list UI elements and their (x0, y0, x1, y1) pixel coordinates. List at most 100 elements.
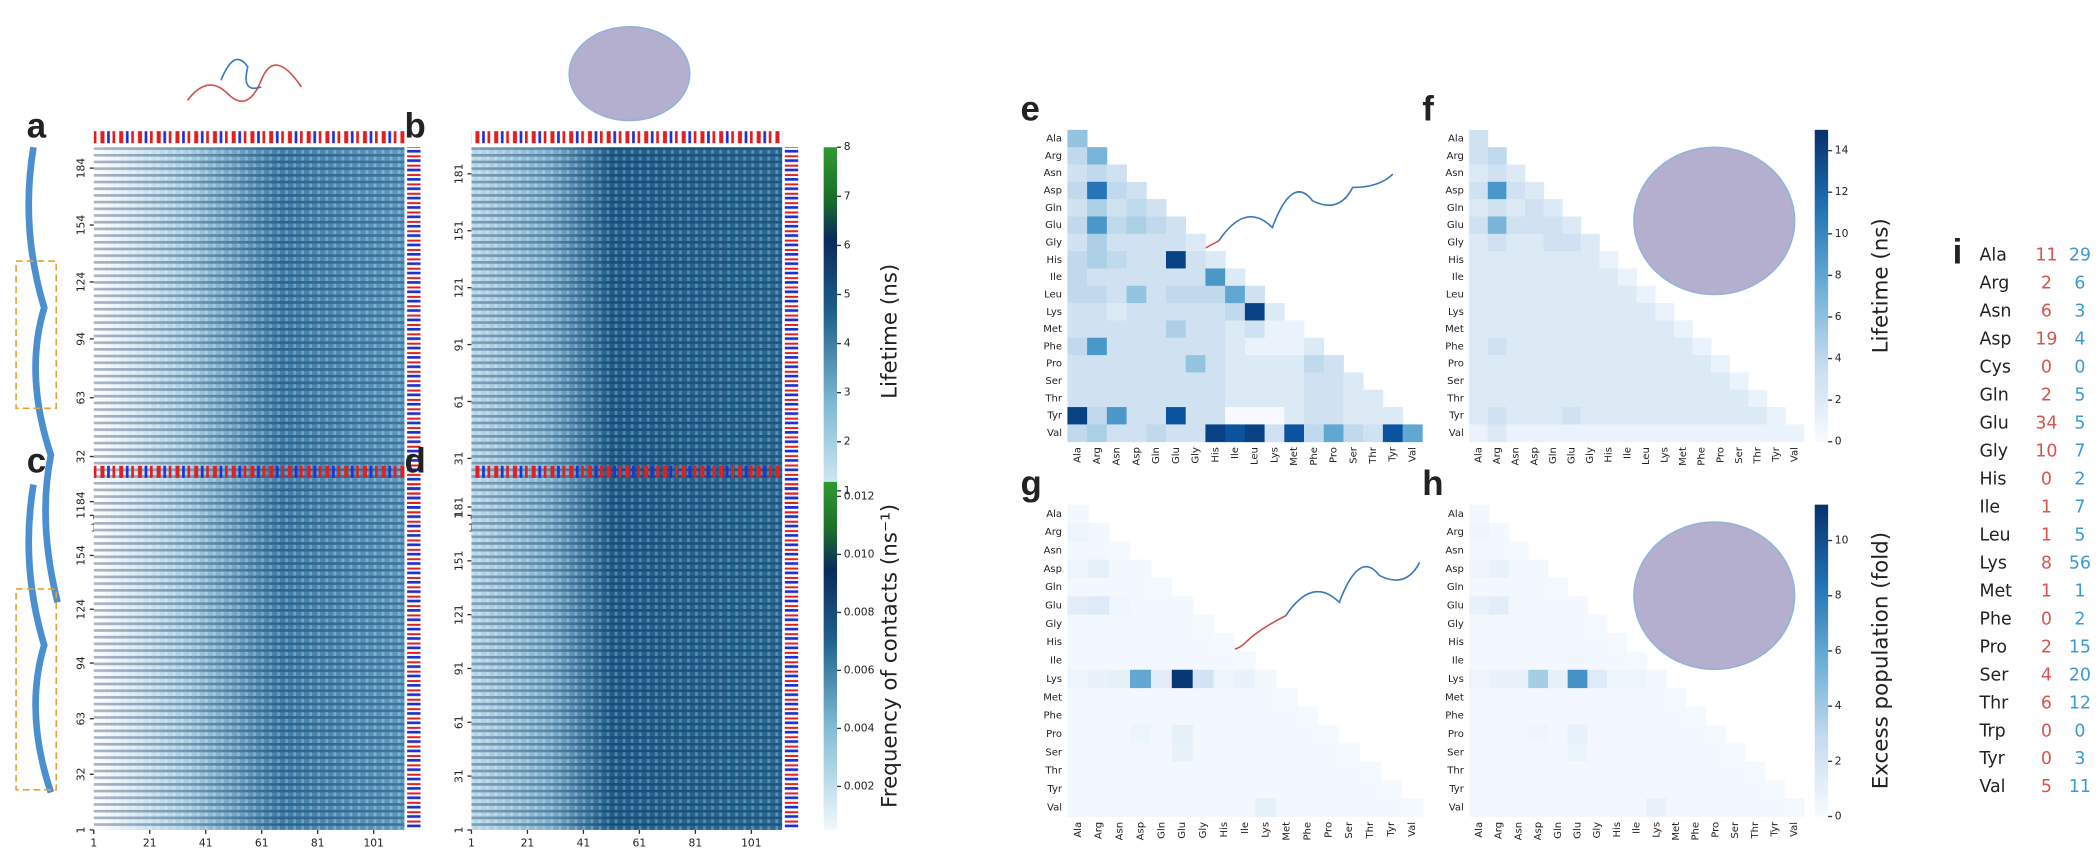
heatmap-cell (1130, 559, 1152, 579)
heatmap-cell (1487, 285, 1507, 304)
column-label: Asn (1513, 822, 1524, 840)
heatmap-cell (1087, 372, 1108, 391)
heatmap-cell (1067, 337, 1088, 356)
colorbar-tick-label: 14 (1835, 144, 1849, 157)
heatmap-cell (1234, 779, 1256, 799)
heatmap-cell (1067, 614, 1089, 634)
row-label: Leu (1446, 289, 1464, 300)
heatmap-cell (1488, 798, 1509, 817)
y-tick-label: 154 (75, 545, 88, 566)
heatmap-cell (1528, 706, 1549, 726)
heatmap-cell (1304, 424, 1325, 443)
heatmap-cell (1673, 337, 1693, 356)
column-label: Phe (1691, 822, 1702, 841)
heatmap-cell (1587, 761, 1608, 781)
heatmap-cell (1506, 164, 1526, 183)
heatmap-cell (1067, 251, 1088, 269)
column-label: His (1612, 822, 1623, 838)
heatmap-cell (1587, 706, 1608, 726)
heatmap-cell (1673, 320, 1693, 339)
heatmap-cell (1109, 669, 1131, 689)
heatmap-cell (1655, 424, 1675, 443)
count-blue: 0 (2074, 358, 2085, 378)
heatmap-cell (1213, 669, 1235, 689)
column-label: Met (1282, 822, 1293, 841)
heatmap-cell (1225, 285, 1246, 304)
heatmap-cell (1525, 268, 1545, 287)
heatmap-cell (1225, 268, 1246, 287)
heatmap-cell (1146, 303, 1167, 321)
column-label: Asp (1533, 822, 1544, 840)
panel-letter: i (1953, 233, 1963, 272)
heatmap-cell (1255, 706, 1277, 726)
heatmap-cell (1528, 633, 1549, 652)
heatmap-cell (1067, 669, 1089, 689)
heatmap-cell (1487, 320, 1507, 339)
colorbar-label: Excess population (fold) (1869, 532, 1894, 789)
heatmap-cell (1185, 407, 1206, 425)
heatmap-cell (1488, 633, 1509, 652)
count-blue: 15 (2069, 637, 2091, 657)
heatmap-cell (1618, 337, 1638, 356)
x-tick-label: 1 (468, 836, 475, 849)
row-label: Tyr (1046, 411, 1063, 422)
colorbar-tick-label: 4 (844, 337, 851, 350)
column-label: Arg (1094, 822, 1105, 839)
panel-letter: d (404, 441, 425, 480)
heatmap-cell (1213, 688, 1235, 707)
column-label: Met (1289, 447, 1300, 466)
heatmap-cell (1547, 688, 1569, 707)
row-label: Tyr (1448, 784, 1465, 795)
heatmap-cell (1192, 669, 1214, 689)
heatmap-cell (1646, 706, 1667, 726)
heatmap-cell (1171, 651, 1194, 671)
count-blue: 12 (2069, 693, 2091, 713)
heatmap-cell (1402, 424, 1423, 443)
heatmap-cell (1106, 372, 1127, 391)
heatmap-cell (1234, 688, 1256, 707)
heatmap-cell (1673, 407, 1693, 425)
colorbar-tick-label: 2 (1835, 393, 1842, 406)
heatmap-cell (1508, 798, 1529, 817)
heatmap-cell (1488, 559, 1509, 579)
heatmap-cell (1488, 706, 1509, 726)
column-label: Asp (1135, 822, 1146, 840)
heatmap-cell (1109, 779, 1131, 799)
heatmap-cell (1192, 798, 1214, 817)
heatmap-cell (1599, 268, 1619, 287)
heatmap-cell (1626, 798, 1647, 817)
count-red: 0 (2041, 749, 2052, 769)
heatmap-cell (1088, 724, 1110, 744)
y-tick-label: 1 (75, 827, 88, 834)
y-tick-label: 31 (452, 452, 465, 466)
heatmap-cell (1528, 798, 1549, 817)
heatmap-cell (1150, 779, 1173, 799)
heatmap-cell (1067, 724, 1089, 744)
heatmap-cell (1130, 779, 1152, 799)
heatmap-cell (1185, 320, 1206, 339)
heatmap-cell (1146, 407, 1167, 425)
heatmap-cell (1255, 779, 1277, 799)
heatmap-cell (1234, 651, 1256, 671)
heatmap-cell (1255, 761, 1277, 781)
row-label: Asn (1044, 546, 1062, 557)
heatmap-cell (1317, 761, 1340, 781)
heatmap-cell (1109, 633, 1131, 652)
heatmap-cell (1655, 407, 1675, 425)
row-label: Phe (1043, 711, 1062, 722)
heatmap-cell (1525, 251, 1545, 269)
colorbar-tick-label: 0.006 (844, 663, 875, 676)
heatmap-cell (1067, 355, 1088, 373)
heatmap-cell (1508, 743, 1529, 762)
y-tick-label: 91 (452, 662, 465, 676)
heatmap-cell (1146, 389, 1167, 408)
heatmap-cell (1106, 337, 1127, 356)
row-label: Pro (1448, 729, 1464, 740)
heatmap-cell (1543, 337, 1563, 356)
heatmap-cell (1543, 424, 1563, 443)
column-label: Gln (1151, 447, 1162, 464)
heatmap-cell (1666, 779, 1687, 799)
heatmap-cell (1146, 285, 1167, 304)
heatmap-cell (1685, 779, 1706, 799)
